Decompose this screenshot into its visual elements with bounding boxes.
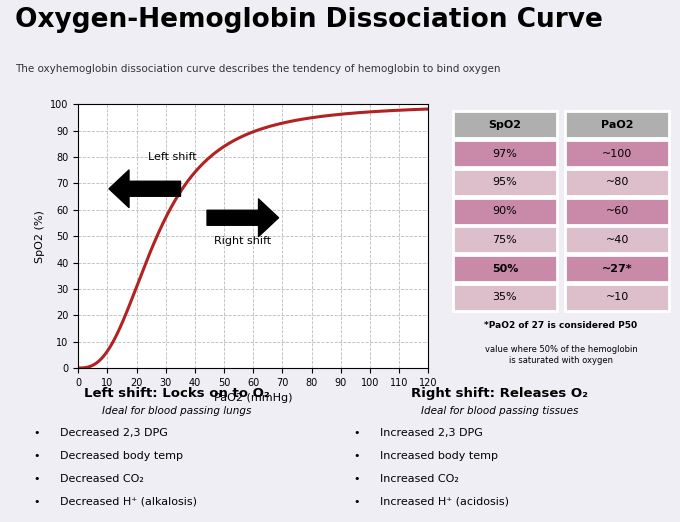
Text: ~100: ~100 <box>602 149 632 159</box>
Text: Right shift: Right shift <box>214 236 271 246</box>
FancyBboxPatch shape <box>566 169 668 196</box>
Text: Decreased CO₂: Decreased CO₂ <box>60 474 144 484</box>
Text: The oxyhemoglobin dissociation curve describes the tendency of hemoglobin to bin: The oxyhemoglobin dissociation curve des… <box>15 64 500 74</box>
Text: •: • <box>354 474 360 484</box>
Text: Left shift: Locks on to O₂: Left shift: Locks on to O₂ <box>84 387 269 400</box>
Text: 97%: 97% <box>492 149 517 159</box>
Text: Left shift: Left shift <box>148 152 197 162</box>
Text: Ideal for blood passing tissues: Ideal for blood passing tissues <box>421 406 579 416</box>
Text: 95%: 95% <box>492 177 517 187</box>
Text: 35%: 35% <box>492 292 517 302</box>
Text: *PaO2 of 27 is considered P50: *PaO2 of 27 is considered P50 <box>484 321 638 329</box>
Text: Increased H⁺ (acidosis): Increased H⁺ (acidosis) <box>380 497 509 507</box>
Text: 75%: 75% <box>492 235 517 245</box>
Text: ~10: ~10 <box>605 292 629 302</box>
FancyBboxPatch shape <box>454 111 556 138</box>
Text: •: • <box>33 428 40 438</box>
FancyBboxPatch shape <box>566 255 668 282</box>
Text: Decreased body temp: Decreased body temp <box>60 451 183 461</box>
FancyBboxPatch shape <box>454 227 556 253</box>
Text: •: • <box>354 497 360 507</box>
X-axis label: PaO2 (mmHg): PaO2 (mmHg) <box>214 393 292 404</box>
FancyBboxPatch shape <box>566 197 668 224</box>
FancyBboxPatch shape <box>566 140 668 167</box>
Text: •: • <box>33 474 40 484</box>
Text: •: • <box>354 428 360 438</box>
FancyBboxPatch shape <box>454 255 556 282</box>
FancyBboxPatch shape <box>566 227 668 253</box>
Text: SpO2: SpO2 <box>488 120 522 130</box>
Text: Ideal for blood passing lungs: Ideal for blood passing lungs <box>102 406 252 416</box>
Text: Right shift: Releases O₂: Right shift: Releases O₂ <box>411 387 588 400</box>
Y-axis label: SpO2 (%): SpO2 (%) <box>35 210 45 263</box>
Text: Increased CO₂: Increased CO₂ <box>380 474 459 484</box>
Text: ~60: ~60 <box>605 206 629 216</box>
FancyBboxPatch shape <box>566 284 668 311</box>
Text: 50%: 50% <box>492 264 518 274</box>
Text: •: • <box>354 451 360 461</box>
Text: 90%: 90% <box>492 206 517 216</box>
FancyBboxPatch shape <box>454 197 556 224</box>
Text: ~40: ~40 <box>605 235 629 245</box>
Text: •: • <box>33 497 40 507</box>
FancyBboxPatch shape <box>454 284 556 311</box>
Text: value where 50% of the hemoglobin
is saturated with oxygen: value where 50% of the hemoglobin is sat… <box>485 345 637 364</box>
Text: Decreased 2,3 DPG: Decreased 2,3 DPG <box>60 428 168 438</box>
Text: •: • <box>33 451 40 461</box>
FancyBboxPatch shape <box>566 111 668 138</box>
FancyBboxPatch shape <box>454 169 556 196</box>
Text: Oxygen-Hemoglobin Dissociation Curve: Oxygen-Hemoglobin Dissociation Curve <box>15 7 603 33</box>
Text: PaO2: PaO2 <box>601 120 633 130</box>
Text: Decreased H⁺ (alkalosis): Decreased H⁺ (alkalosis) <box>60 497 197 507</box>
Text: ~80: ~80 <box>605 177 629 187</box>
Text: Increased body temp: Increased body temp <box>380 451 498 461</box>
Text: ~27*: ~27* <box>602 264 632 274</box>
FancyBboxPatch shape <box>454 140 556 167</box>
Text: Increased 2,3 DPG: Increased 2,3 DPG <box>380 428 483 438</box>
